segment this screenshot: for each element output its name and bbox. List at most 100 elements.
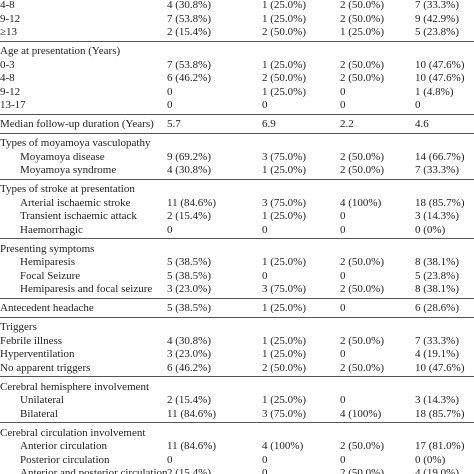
cell: 5 (38.5%) <box>167 269 211 282</box>
cell: 4.6 <box>415 118 429 131</box>
cell: 2 (50.0%) <box>340 72 384 85</box>
row-label: Posterior circulation <box>20 453 110 466</box>
cell: 10 (47.6%) <box>415 72 465 85</box>
row-divider <box>0 376 474 378</box>
cell: 3 (14.3%) <box>415 210 459 223</box>
cell: 2 (15.4%) <box>167 26 211 39</box>
section-title: Presenting symptoms <box>0 242 95 255</box>
cell: 3 (75.0%) <box>262 407 306 420</box>
cell: 1 (4.8%) <box>415 85 454 98</box>
cell: 0 <box>262 269 268 282</box>
row-label: 9-12 <box>0 12 21 25</box>
cell: 0 <box>340 85 346 98</box>
row-label: Moyamoya disease <box>20 150 105 163</box>
cell: 3 (75.0%) <box>262 150 306 163</box>
cell: 5 (23.8%) <box>415 26 459 39</box>
cell: 3 (23.0%) <box>167 283 211 296</box>
cell: 8 (38.1%) <box>415 283 459 296</box>
cell: 9 (69.2%) <box>167 150 211 163</box>
cell: 3 (75.0%) <box>262 283 306 296</box>
cell: 5.7 <box>167 118 181 131</box>
cell: 5 (23.8%) <box>415 269 459 282</box>
row-label: Hemiparesis and focal seizure <box>20 283 153 296</box>
cell: 2 (15.4%) <box>167 210 211 223</box>
cell: 4 (30.8%) <box>167 164 211 177</box>
cell: 1 (25.0%) <box>262 0 306 11</box>
row-label: 9-12 <box>0 85 21 98</box>
section-title: Cerebral circulation involvement <box>0 426 146 439</box>
row-label: Median follow-up duration (Years) <box>0 118 154 131</box>
cell: 2 (50.0%) <box>340 12 384 25</box>
cell: 2 (50.0%) <box>340 440 384 453</box>
row-label: 4-8 <box>0 0 15 11</box>
cell: 1 (25.0%) <box>262 394 306 407</box>
cell: 0 <box>340 394 346 407</box>
cell: 1 (25.0%) <box>262 334 306 347</box>
cell: 7 (33.3%) <box>415 164 459 177</box>
cell: 7 (53.8%) <box>167 58 211 71</box>
cell: 8 (38.1%) <box>415 256 459 269</box>
cell: 1 (25.0%) <box>262 210 306 223</box>
cell: 4 (30.8%) <box>167 0 211 11</box>
row-divider <box>0 40 474 42</box>
row-divider <box>0 298 474 299</box>
cell: 2 (50.0%) <box>262 26 306 39</box>
cell: 18 (85.7%) <box>415 196 465 209</box>
cell: 5 (38.5%) <box>167 302 211 315</box>
row-label: 0-3 <box>0 58 15 71</box>
row-label: ≥13 <box>0 26 18 39</box>
cell: 2 (50.0%) <box>262 72 306 85</box>
cell: 4 (30.8%) <box>167 334 211 347</box>
cell: 0 <box>340 348 346 361</box>
cell: 7 (53.8%) <box>167 12 211 25</box>
row-label: Hemiparesis <box>20 256 75 269</box>
cell: 2.2 <box>340 118 354 131</box>
cell: 6 (46.2%) <box>167 361 211 374</box>
row-label: 4-8 <box>0 72 15 85</box>
cell: 1 (25.0%) <box>262 58 306 71</box>
row-divider <box>0 422 474 424</box>
cell: 9 (42.9%) <box>415 12 459 25</box>
row-label: 13-17 <box>0 99 26 112</box>
cell: 0 <box>262 467 268 474</box>
cell: 2 (50.0%) <box>262 361 306 374</box>
cell: 1 (25.0%) <box>340 26 384 39</box>
cell: 3 (75.0%) <box>262 196 306 209</box>
cell: 10 (47.6%) <box>415 361 465 374</box>
cell: 0 <box>340 210 346 223</box>
cell: 1 (25.0%) <box>262 12 306 25</box>
cell: 7 (33.3%) <box>415 334 459 347</box>
cell: 2 (15.4%) <box>167 394 211 407</box>
row-divider <box>0 316 474 318</box>
cell: 6.9 <box>262 118 276 131</box>
cell: 0 (0%) <box>415 223 446 236</box>
cell: 0 <box>340 453 346 466</box>
cell: 4 (100%) <box>340 196 382 209</box>
section-title: Triggers <box>0 321 37 333</box>
cell: 0 <box>340 223 346 236</box>
row-label: Febrile illness <box>0 334 63 347</box>
row-label: Anterior circulation <box>20 440 108 453</box>
row-label: Haemorrhagic <box>20 223 83 236</box>
cell: 1 (25.0%) <box>262 85 306 98</box>
cell: 1 (25.0%) <box>262 164 306 177</box>
cell: 1 (25.0%) <box>262 348 306 361</box>
section-title: Types of moyamoya vasculopathy <box>0 137 151 149</box>
section-title: Types of stroke at presentation <box>0 183 135 195</box>
cell: 0 <box>262 223 268 236</box>
cell: 2 (50.0%) <box>340 283 384 296</box>
cell: 11 (84.6%) <box>167 407 217 420</box>
cell: 11 (84.6%) <box>167 440 217 453</box>
row-label: Transient ischaemic attack <box>20 210 137 223</box>
cell: 10 (47.6%) <box>415 58 465 71</box>
cell: 2 (15.4%) <box>167 467 211 474</box>
cell: 0 (0%) <box>415 453 446 466</box>
cell: 4 (100%) <box>340 407 382 420</box>
cell: 0 <box>262 453 268 466</box>
cell: 0 <box>340 302 346 315</box>
cell: 2 (50.0%) <box>340 361 384 374</box>
cell: 11 (84.6%) <box>167 196 217 209</box>
row-label: No apparent triggers <box>0 361 91 374</box>
cell: 3 (14.3%) <box>415 394 459 407</box>
